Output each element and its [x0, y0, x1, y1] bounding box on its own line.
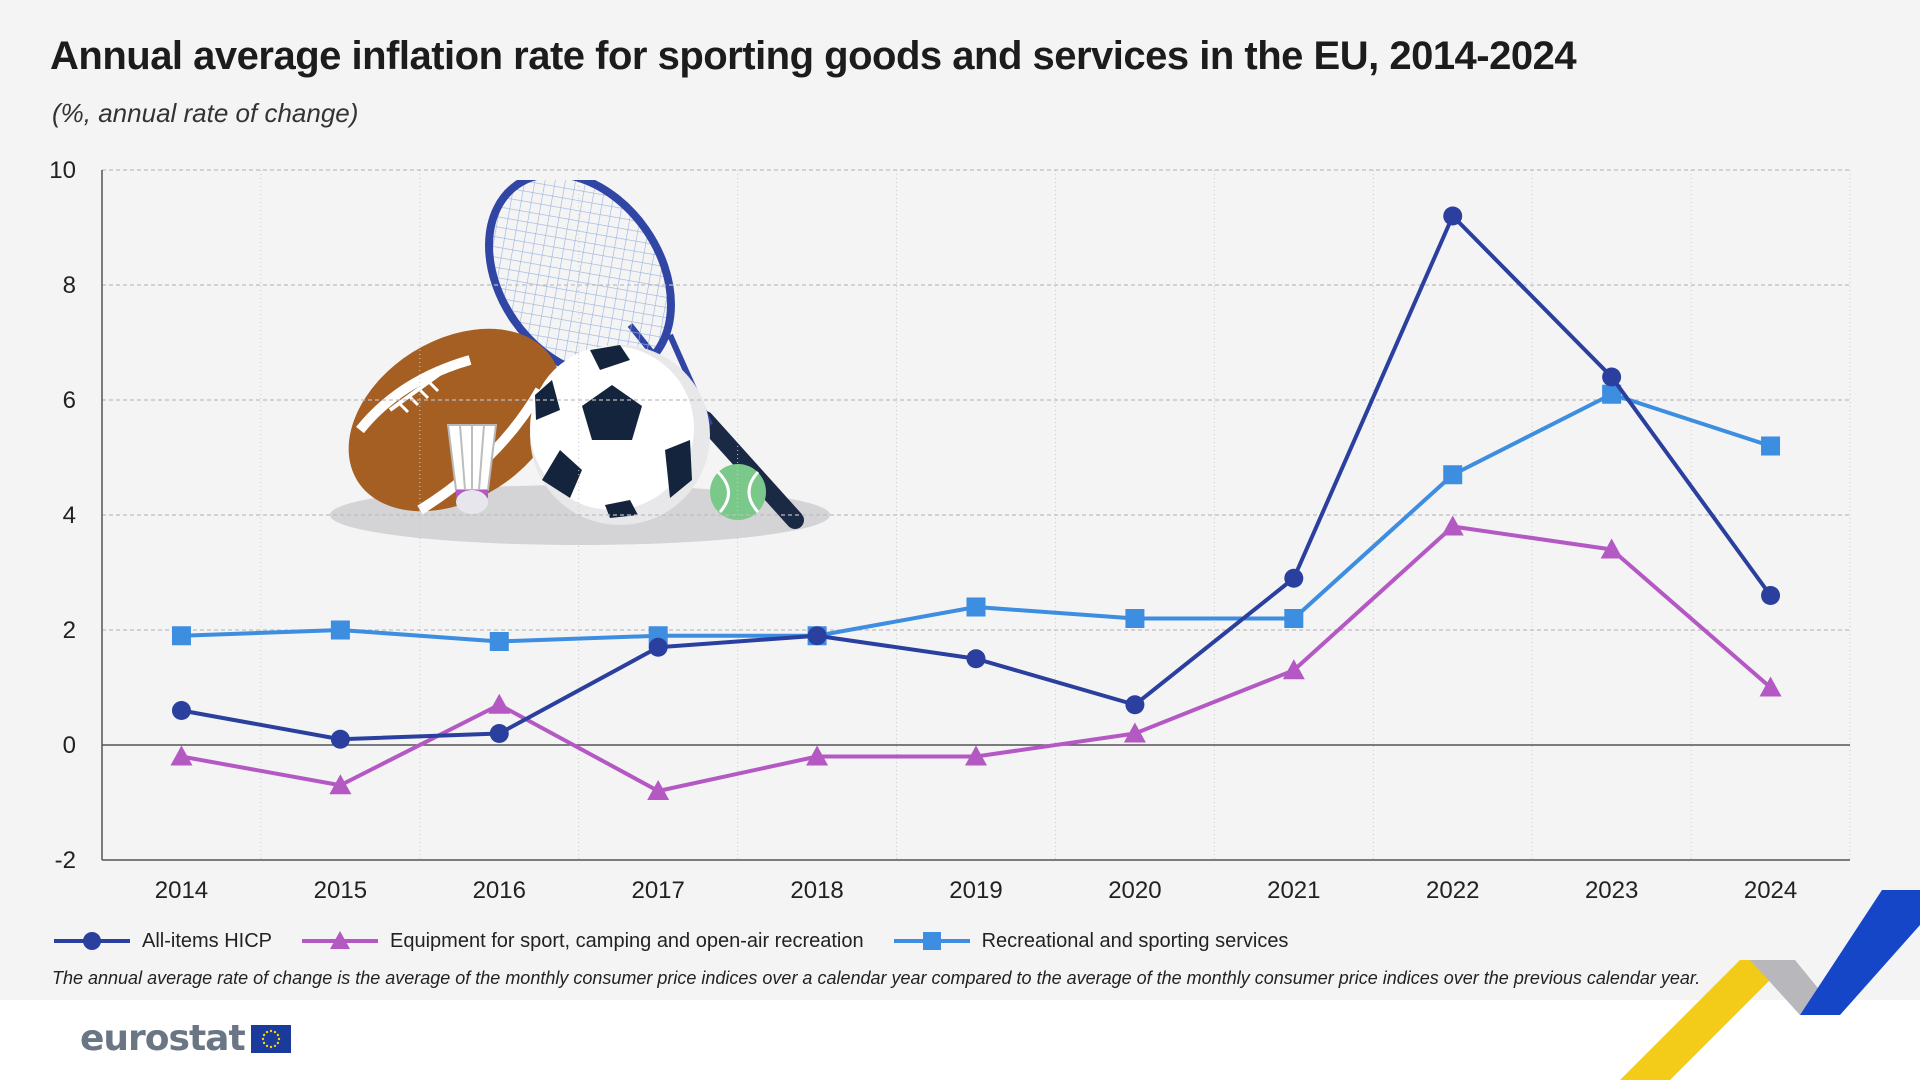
data-point-square	[489, 632, 509, 651]
data-point-triangle	[806, 745, 829, 766]
x-tick-label: 2024	[1744, 877, 1797, 904]
x-tick-label: 2018	[790, 877, 843, 904]
data-point-circle	[1284, 568, 1304, 588]
legend-square-marker-icon	[893, 932, 970, 950]
data-point-square	[966, 597, 986, 617]
x-tick-label: 2020	[1108, 877, 1161, 904]
chart-title: Annual average inflation rate for sporti…	[50, 34, 1577, 78]
data-point-triangle	[1759, 676, 1782, 697]
data-point-circle	[966, 649, 986, 669]
x-tick-label: 2016	[473, 877, 526, 904]
x-tick-label: 2022	[1426, 877, 1479, 904]
chart-subtitle: (%, annual rate of change)	[52, 98, 359, 128]
logo-text: eurostat	[80, 1018, 246, 1059]
legend-entry-recreational-services: Recreational and sporting services	[892, 928, 1289, 954]
data-point-triangle	[1441, 515, 1464, 536]
data-point-triangle	[647, 780, 670, 800]
data-point-circle	[1125, 695, 1145, 715]
tennis-ball-icon	[710, 464, 766, 520]
legend-label: Equipment for sport, camping and open-ai…	[390, 929, 864, 952]
y-tick-label: -2	[55, 847, 76, 874]
data-point-circle	[807, 626, 827, 646]
sports-equipment-illustration	[330, 180, 830, 545]
x-tick-label: 2014	[155, 877, 208, 904]
legend-entry-equipment: Equipment for sport, camping and open-ai…	[300, 928, 864, 954]
data-point-circle	[1761, 586, 1781, 605]
data-point-circle	[171, 701, 191, 720]
line-chart: 10 8 6 4 2 0 -2 2014 2015 2016 2017 2018 2019 2020 202…	[49, 157, 1851, 904]
legend-triangle-marker-icon	[302, 931, 379, 949]
x-tick-label: 2017	[631, 877, 684, 904]
data-point-circle	[489, 724, 509, 743]
legend-label: Recreational and sporting services	[981, 929, 1289, 952]
data-point-triangle	[329, 774, 352, 795]
data-point-square	[1761, 436, 1781, 456]
data-point-triangle	[965, 745, 987, 766]
chart-panel	[0, 0, 1920, 1000]
eu-flag-icon	[250, 1024, 291, 1053]
data-point-triangle	[488, 693, 511, 714]
chart-footnote: The annual average rate of change is the…	[52, 968, 1701, 988]
data-point-square	[1125, 609, 1145, 628]
y-tick-label: 6	[63, 387, 76, 414]
data-point-square	[1284, 609, 1304, 628]
data-point-square	[171, 626, 191, 646]
data-point-square	[1602, 384, 1622, 404]
shuttlecock-icon	[446, 424, 498, 514]
y-tick-label: 10	[49, 157, 76, 184]
data-point-circle	[1602, 367, 1622, 387]
data-point-circle	[648, 637, 668, 657]
chart-legend: All-items HICP Equipment for sport, camp…	[52, 926, 1288, 956]
legend-circle-marker-icon	[54, 932, 130, 950]
x-tick-label: 2019	[949, 877, 1002, 904]
data-point-square	[1443, 465, 1463, 485]
corner-decoration-icon	[1620, 890, 1920, 1080]
legend-entry-all-items-hicp: All-items HICP	[52, 928, 272, 954]
x-tick-label: 2015	[314, 877, 367, 904]
data-point-triangle	[1123, 722, 1146, 743]
data-point-square	[330, 620, 350, 640]
y-tick-label: 2	[63, 617, 76, 644]
legend-label: All-items HICP	[142, 929, 273, 952]
y-tick-label: 0	[63, 732, 76, 759]
data-point-circle	[1443, 206, 1463, 226]
x-tick-label: 2021	[1267, 877, 1320, 904]
data-point-triangle	[1600, 538, 1623, 559]
data-point-triangle	[1282, 659, 1305, 680]
data-point-triangle	[170, 745, 193, 766]
y-tick-label: 4	[63, 502, 76, 529]
y-tick-label: 8	[63, 272, 76, 299]
eurostat-logo: eurostat	[80, 1018, 291, 1059]
x-tick-label: 2023	[1585, 877, 1638, 904]
soccer-ball-icon	[530, 345, 710, 525]
data-point-circle	[330, 729, 350, 749]
